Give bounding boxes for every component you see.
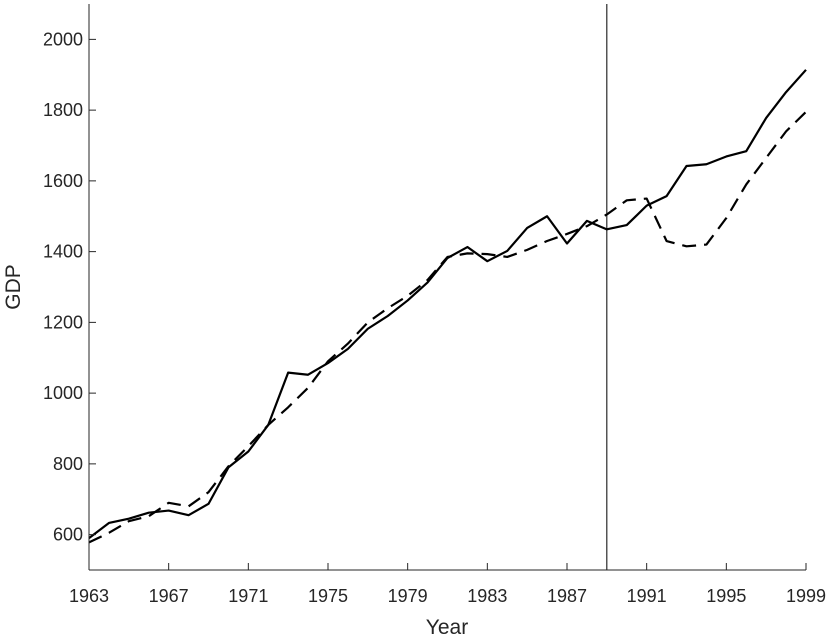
x-axis-title: Year [426, 616, 468, 637]
x-tick-label: 1995 [706, 586, 746, 606]
y-tick-label: 800 [53, 454, 83, 474]
x-tick-label: 1991 [627, 586, 667, 606]
series-line-dashed [88, 111, 807, 544]
y-tick-label: 1000 [43, 383, 83, 403]
x-tick-label: 1983 [467, 586, 507, 606]
series-line-solid [88, 69, 807, 540]
x-tick-label: 1971 [228, 586, 268, 606]
y-tick-label: 1600 [43, 171, 83, 191]
y-axis-title: GDP [2, 264, 25, 310]
x-ticks: 1963 1967 1971 1975 1979 1983 1987 1991 1995 1999 [69, 563, 826, 606]
x-tick-label: 1999 [786, 586, 826, 606]
x-tick-label: 1987 [547, 586, 587, 606]
y-tick-label: 2000 [43, 29, 83, 49]
x-tick-label: 1963 [69, 586, 109, 606]
y-tick-label: 1400 [43, 242, 83, 262]
y-tick-label: 1200 [43, 312, 83, 332]
axes-layer [88, 4, 806, 571]
x-tick-label: 1979 [388, 586, 428, 606]
series-layer [88, 69, 807, 544]
x-tick-label: 1967 [149, 586, 189, 606]
x-tick-label: 1975 [308, 586, 348, 606]
y-tick-label: 1800 [43, 100, 83, 120]
y-tick-label: 600 [53, 525, 83, 545]
y-ticks: 600 800 1000 1200 1400 1600 1800 2000 [43, 29, 96, 545]
